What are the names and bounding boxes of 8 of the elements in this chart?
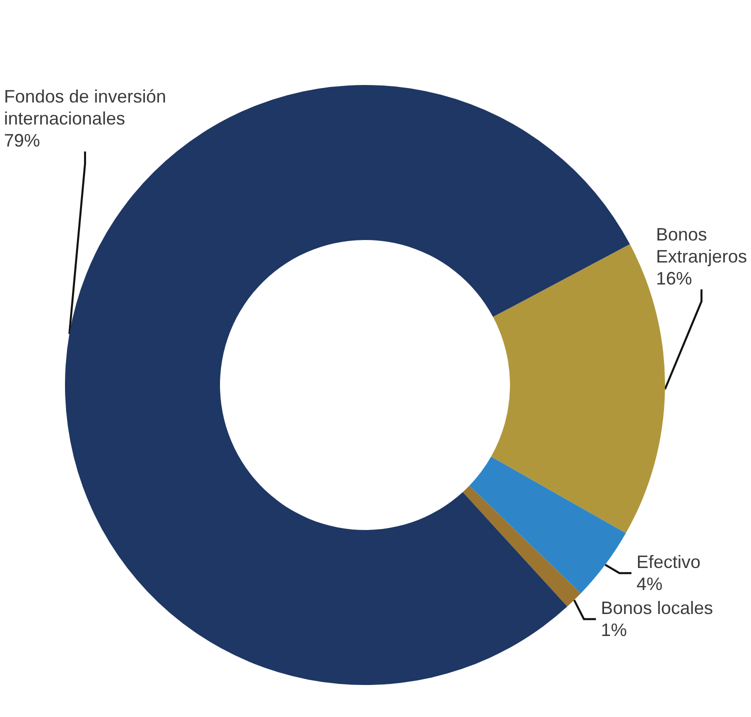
slice-label: Bonos locales [600, 598, 713, 618]
data-label: 1% [600, 620, 627, 640]
slice-label: Fondos de inversión internacionales [4, 86, 166, 129]
data-label: 79% [4, 130, 40, 151]
data-label: 16% [656, 268, 692, 288]
slice-label: Efectivo [636, 552, 700, 572]
slice-label: Bonos Extranjeros [656, 224, 748, 266]
data-label: 4% [636, 574, 662, 594]
